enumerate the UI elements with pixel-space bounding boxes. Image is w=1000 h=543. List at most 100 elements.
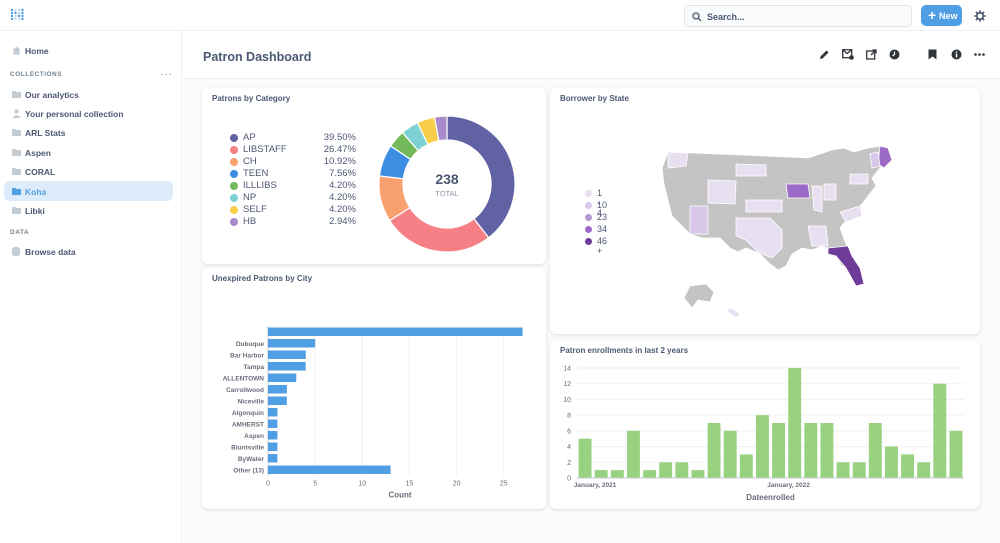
new-button[interactable]: + New xyxy=(921,5,962,26)
bar[interactable] xyxy=(804,423,818,478)
bar[interactable] xyxy=(884,446,898,478)
x-tick-label: 10 xyxy=(358,481,366,488)
sidebar-item-koha[interactable]: Koha xyxy=(4,181,173,201)
bar[interactable] xyxy=(268,396,287,406)
bar[interactable] xyxy=(949,430,963,478)
legend-dot xyxy=(230,170,238,178)
pie-slice-libstaff[interactable] xyxy=(388,206,490,253)
search-placeholder: Search... xyxy=(707,12,745,22)
page-title: Patron Dashboard xyxy=(203,50,312,64)
bar[interactable] xyxy=(268,385,287,394)
data-section-label: DATA xyxy=(10,229,30,236)
bar[interactable] xyxy=(739,454,753,478)
more-options-icon[interactable] xyxy=(974,53,985,56)
bar[interactable] xyxy=(268,408,278,417)
dashboard-main: Patron Dashboard Patrons by Category AP 3… xyxy=(183,31,1000,543)
metabase-logo[interactable] xyxy=(10,8,25,27)
sidebar-item-label: Aspen xyxy=(25,148,51,158)
bar[interactable] xyxy=(852,462,866,478)
bookmark-icon[interactable] xyxy=(928,49,937,60)
bar[interactable] xyxy=(755,415,769,478)
map-region-texas-light xyxy=(735,217,783,259)
bar[interactable] xyxy=(268,431,278,440)
bar[interactable] xyxy=(868,423,882,478)
map-region-iowa xyxy=(785,183,811,199)
sidebar-item-home[interactable]: Home xyxy=(4,40,173,60)
bar[interactable] xyxy=(268,327,523,337)
map-region-midwest-light xyxy=(823,183,837,201)
map-region-alaska xyxy=(683,283,715,309)
bar[interactable] xyxy=(659,462,673,478)
bar[interactable] xyxy=(707,423,721,478)
bar[interactable] xyxy=(933,383,947,478)
map-region-northwest-light xyxy=(667,151,689,169)
sidebar-item-label: Home xyxy=(25,46,49,56)
bar[interactable] xyxy=(268,339,316,348)
bar[interactable] xyxy=(268,465,391,475)
subscription-icon[interactable] xyxy=(842,49,854,60)
legend-dot xyxy=(230,206,238,214)
y-tick-label: Other (13) xyxy=(233,467,264,474)
folder-icon xyxy=(12,91,21,98)
sidebar-item-coral[interactable]: CORAL xyxy=(4,161,173,181)
share-icon[interactable] xyxy=(866,49,877,60)
bar[interactable] xyxy=(268,442,278,452)
bar[interactable] xyxy=(691,470,705,478)
map-region-arizona xyxy=(689,205,709,235)
bar[interactable] xyxy=(901,454,915,478)
y-tick-label: 6 xyxy=(567,428,571,435)
bar[interactable] xyxy=(268,419,278,429)
pie-slice-ap[interactable] xyxy=(446,115,516,239)
more-icon[interactable]: ··· xyxy=(160,69,173,80)
y-tick-label: 8 xyxy=(567,413,571,420)
legend-label: ILLLIBS xyxy=(243,180,277,191)
sidebar-item-browse-data[interactable]: Browse data xyxy=(4,241,173,261)
borrower-by-state-card[interactable]: Borrower by State xyxy=(550,88,980,334)
bar[interactable] xyxy=(820,423,834,478)
search-input[interactable]: Search... xyxy=(684,5,912,27)
sidebar-item-personal-collection[interactable]: Your personal collection xyxy=(4,103,173,123)
bar[interactable] xyxy=(675,462,689,478)
y-tick-label: 12 xyxy=(563,381,571,388)
enrollment-bar-chart: 0 2 4 6 8 10 12 14 January, 2021 January, 2022 Dat… xyxy=(563,366,964,502)
map-region-carolina-light xyxy=(839,205,863,223)
sidebar-item-label: Libki xyxy=(25,206,45,216)
patrons-by-category-card[interactable]: Patrons by Category AP 39.50% LIBSTAFF 26.4… xyxy=(202,88,546,264)
legend-percent: 26.47% xyxy=(323,144,356,155)
bar[interactable] xyxy=(268,362,306,371)
bar[interactable] xyxy=(788,368,802,478)
pie-slice-hb[interactable] xyxy=(433,115,448,142)
legend-dot xyxy=(230,158,238,166)
sidebar-item-libki[interactable]: Libki xyxy=(4,200,173,220)
sidebar-item-aspen[interactable]: Aspen xyxy=(4,142,173,162)
bar[interactable] xyxy=(610,470,624,478)
bar[interactable] xyxy=(917,462,931,478)
patron-enrollments-card[interactable]: Patron enrollments in last 2 years 0 2 4 6 8… xyxy=(550,340,980,509)
bar[interactable] xyxy=(268,373,297,383)
x-tick-label: January, 2022 xyxy=(767,482,810,489)
x-tick-label: 20 xyxy=(453,481,461,488)
bar[interactable] xyxy=(594,470,608,478)
pencil-icon[interactable] xyxy=(819,49,830,60)
bar[interactable] xyxy=(772,423,786,478)
clock-icon[interactable] xyxy=(889,49,900,60)
bar[interactable] xyxy=(723,430,737,478)
sidebar-item-our-analytics[interactable]: Our analytics xyxy=(4,84,173,104)
bar[interactable] xyxy=(836,462,850,478)
patrons-by-city-card[interactable]: Unexpired Patrons by City 0 5 10 15 20 25 Dubu… xyxy=(202,268,546,509)
legend-label: HB xyxy=(243,216,257,227)
gear-icon[interactable] xyxy=(974,9,986,27)
bar[interactable] xyxy=(268,350,306,360)
bar[interactable] xyxy=(268,454,278,463)
info-icon[interactable] xyxy=(951,49,962,60)
legend-label: CH xyxy=(243,156,257,167)
y-tick-label: Carrollwood xyxy=(226,387,264,394)
bar[interactable] xyxy=(643,470,657,478)
folder-icon xyxy=(12,207,21,214)
sidebar-item-arl-stats[interactable]: ARL Stats xyxy=(4,122,173,142)
y-tick-label: ByWater xyxy=(238,456,265,463)
card-title: Unexpired Patrons by City xyxy=(212,274,313,283)
map-region-pennsylvania-light xyxy=(849,173,869,185)
bar[interactable] xyxy=(578,438,592,478)
bar[interactable] xyxy=(626,430,640,478)
